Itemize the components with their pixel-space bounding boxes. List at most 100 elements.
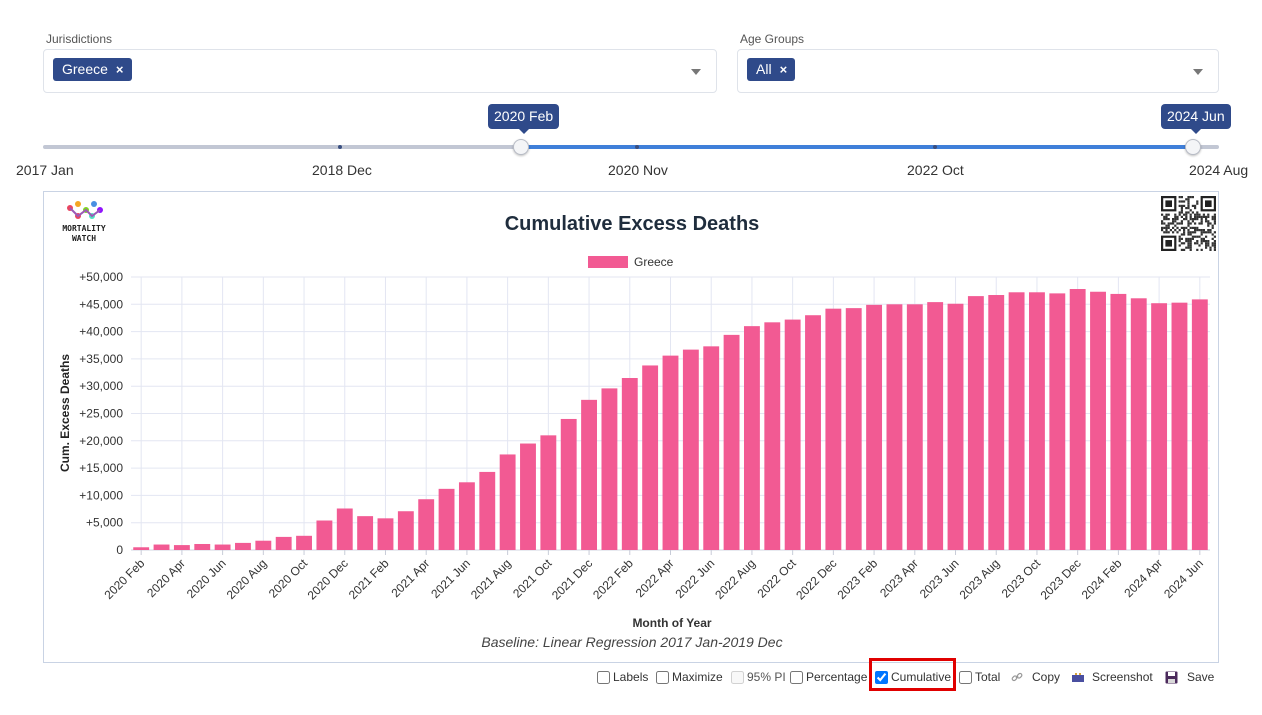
- y-tick-label: +40,000: [79, 325, 123, 339]
- qr-module: [1165, 231, 1168, 234]
- qr-module: [1213, 213, 1216, 216]
- qr-module: [1189, 218, 1192, 221]
- qr-module: [1202, 213, 1205, 216]
- qr-module: [1200, 220, 1203, 223]
- bar-2023-may: [927, 302, 944, 550]
- bar-2021-dec: [581, 399, 598, 550]
- bar-2023-nov: [1049, 293, 1066, 550]
- qr-module: [1209, 229, 1212, 232]
- chevron-down-icon[interactable]: [691, 69, 701, 75]
- qr-module: [1209, 248, 1212, 251]
- qr-module: [1196, 200, 1199, 203]
- bar-2021-aug: [499, 454, 516, 550]
- x-tick-label: 2023 Apr: [877, 556, 921, 600]
- qr-module: [1185, 213, 1188, 216]
- save-button[interactable]: Save: [1165, 666, 1214, 688]
- maximize-toggle[interactable]: Maximize: [656, 666, 723, 688]
- cumulative-toggle[interactable]: Cumulative: [875, 666, 951, 688]
- jurisdictions-label: Jurisdictions: [46, 32, 113, 46]
- qr-module: [1213, 248, 1216, 251]
- qr-module: [1180, 215, 1183, 218]
- qr-module: [1176, 218, 1179, 221]
- qr-module: [1196, 218, 1199, 221]
- jurisdictions-select[interactable]: Greece ×: [43, 49, 717, 93]
- qr-module: [1189, 242, 1192, 245]
- chart-title: Cumulative Excess Deaths: [505, 213, 760, 235]
- qr-module: [1178, 244, 1181, 247]
- qr-module: [1187, 242, 1190, 245]
- age-group-chip-all: All ×: [747, 58, 796, 81]
- x-tick-label: 2023 Jun: [917, 556, 962, 601]
- qr-module: [1191, 235, 1194, 238]
- qr-module: [1187, 233, 1190, 236]
- total-checkbox[interactable]: [959, 670, 972, 684]
- qr-module: [1207, 220, 1210, 223]
- qr-module: [1178, 200, 1181, 203]
- qr-module: [1187, 196, 1190, 199]
- slider-end-tooltip: 2024 Jun: [1161, 104, 1231, 134]
- slider-start-tooltip: 2020 Feb: [488, 104, 560, 134]
- cumulative-checkbox[interactable]: [875, 670, 888, 684]
- chevron-down-icon[interactable]: [1193, 69, 1203, 75]
- qr-module: [1161, 220, 1164, 223]
- age-groups-select[interactable]: All ×: [737, 49, 1219, 93]
- qr-module: [1165, 226, 1168, 229]
- qr-module: [1211, 215, 1214, 218]
- qr-code-icon: [1161, 196, 1216, 251]
- qr-module: [1207, 213, 1210, 216]
- slider-end-handle[interactable]: [1185, 139, 1201, 155]
- remove-chip-icon[interactable]: ×: [115, 62, 124, 77]
- qr-module: [1183, 242, 1186, 245]
- qr-module: [1183, 226, 1186, 229]
- total-toggle[interactable]: Total: [959, 666, 1000, 688]
- x-tick-label: 2024 Jun: [1161, 556, 1206, 601]
- qr-module: [1189, 226, 1192, 229]
- remove-chip-icon[interactable]: ×: [779, 62, 788, 77]
- x-axis-label: Month of Year: [632, 616, 711, 630]
- cumulative-toggle-label: Cumulative: [891, 670, 952, 684]
- qr-module: [1205, 244, 1208, 247]
- qr-module: [1209, 231, 1212, 234]
- y-tick-label: +5,000: [86, 516, 123, 530]
- age-groups-label: Age Groups: [740, 32, 805, 46]
- x-tick-label: 2023 Oct: [999, 556, 1044, 601]
- qr-module: [1207, 229, 1210, 232]
- qr-module: [1172, 218, 1175, 221]
- x-tick-label: 2020 Apr: [144, 556, 188, 600]
- labels-checkbox[interactable]: [597, 670, 610, 684]
- qr-module: [1211, 218, 1214, 221]
- copy-button[interactable]: Copy: [1011, 666, 1060, 688]
- bar-2020-mar: [153, 544, 170, 550]
- x-tick-label: 2021 Jun: [428, 556, 473, 601]
- bar-2023-jul: [967, 296, 984, 550]
- qr-module: [1180, 207, 1183, 210]
- labels-toggle[interactable]: Labels: [597, 666, 648, 688]
- qr-module: [1200, 218, 1203, 221]
- qr-module: [1213, 215, 1216, 218]
- percentage-checkbox[interactable]: [790, 670, 803, 684]
- bar-2021-oct: [540, 435, 557, 550]
- qr-module: [1185, 218, 1188, 221]
- qr-module: [1189, 246, 1192, 249]
- qr-module: [1180, 196, 1183, 199]
- qr-module: [1187, 211, 1190, 214]
- qr-module: [1185, 207, 1188, 210]
- logo-text-line-1: MORTALITY: [62, 224, 106, 233]
- x-tick-label: 2022 Feb: [590, 556, 636, 602]
- maximize-toggle-label: Maximize: [672, 670, 723, 684]
- bar-2022-sep: [764, 322, 781, 550]
- qr-module: [1165, 224, 1168, 227]
- bar-2022-may: [682, 349, 699, 550]
- save-button-label: Save: [1187, 670, 1215, 684]
- qr-module: [1196, 229, 1199, 232]
- qr-module: [1161, 229, 1164, 232]
- screenshot-button-label: Screenshot: [1092, 670, 1153, 684]
- percentage-toggle[interactable]: Percentage: [790, 666, 867, 688]
- x-tick-label: 2022 Dec: [793, 556, 839, 602]
- bar-2024-feb: [1110, 293, 1127, 550]
- screenshot-button[interactable]: Screenshot: [1071, 666, 1153, 688]
- slider-start-handle[interactable]: [513, 139, 529, 155]
- maximize-checkbox[interactable]: [656, 670, 669, 684]
- qr-module: [1189, 237, 1192, 240]
- bar-2024-mar: [1130, 298, 1147, 550]
